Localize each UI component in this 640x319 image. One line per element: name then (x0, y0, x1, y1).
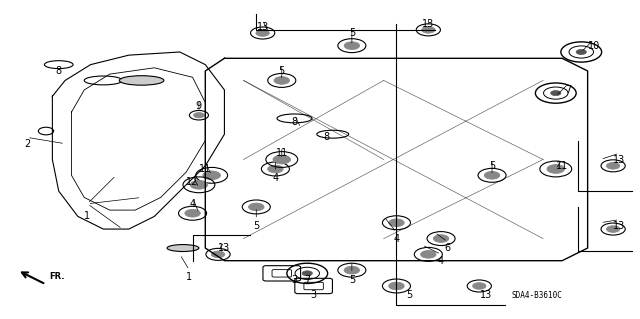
Text: 11: 11 (556, 161, 568, 171)
Text: 1: 1 (84, 211, 90, 221)
Text: 13: 13 (218, 243, 230, 253)
Text: 6: 6 (444, 243, 451, 253)
Text: 13: 13 (613, 221, 626, 231)
Circle shape (344, 42, 360, 49)
Ellipse shape (167, 245, 199, 251)
Text: 5: 5 (406, 291, 412, 300)
Text: 7: 7 (304, 275, 310, 285)
Circle shape (550, 91, 561, 96)
Text: 5: 5 (489, 161, 495, 171)
Text: 1: 1 (186, 271, 193, 281)
Circle shape (547, 165, 564, 173)
Text: 11: 11 (199, 164, 211, 174)
Circle shape (422, 26, 435, 33)
Text: 4: 4 (189, 199, 196, 209)
Text: 3: 3 (291, 275, 298, 285)
Text: 10: 10 (588, 41, 600, 51)
Circle shape (268, 165, 283, 173)
Circle shape (273, 155, 291, 164)
Text: 4: 4 (394, 234, 399, 243)
Text: 13: 13 (613, 154, 626, 165)
Circle shape (211, 251, 225, 258)
Text: 8: 8 (291, 116, 298, 127)
Circle shape (248, 203, 264, 211)
Text: 5: 5 (349, 275, 355, 285)
Circle shape (274, 77, 289, 84)
Text: 2: 2 (24, 139, 30, 149)
Circle shape (607, 162, 620, 169)
Text: 12: 12 (186, 177, 199, 187)
Circle shape (388, 282, 404, 290)
Text: 11: 11 (276, 148, 288, 158)
Circle shape (203, 171, 220, 180)
Circle shape (256, 30, 269, 36)
Circle shape (344, 266, 360, 274)
Text: 9: 9 (196, 101, 202, 111)
Text: SDA4-B3610C: SDA4-B3610C (511, 291, 562, 300)
Circle shape (484, 172, 500, 179)
Text: 13: 13 (422, 19, 435, 28)
Text: 8: 8 (323, 132, 330, 142)
Ellipse shape (119, 76, 164, 85)
Text: 7: 7 (565, 85, 572, 95)
Circle shape (576, 49, 586, 55)
Circle shape (302, 271, 312, 276)
Text: 8: 8 (56, 66, 62, 76)
Circle shape (473, 283, 486, 289)
Text: 3: 3 (310, 291, 317, 300)
Circle shape (388, 219, 404, 226)
Circle shape (420, 250, 436, 258)
Circle shape (185, 210, 200, 217)
Text: FR.: FR. (49, 272, 65, 281)
Circle shape (194, 113, 204, 118)
Text: 5: 5 (253, 221, 259, 231)
Text: 4: 4 (438, 256, 444, 266)
Text: 5: 5 (349, 28, 355, 38)
Text: 5: 5 (278, 66, 285, 76)
Circle shape (190, 181, 208, 189)
Text: 13: 13 (479, 291, 492, 300)
Text: 13: 13 (257, 22, 269, 32)
Circle shape (433, 235, 449, 242)
Circle shape (607, 226, 620, 232)
Text: 4: 4 (273, 174, 278, 183)
